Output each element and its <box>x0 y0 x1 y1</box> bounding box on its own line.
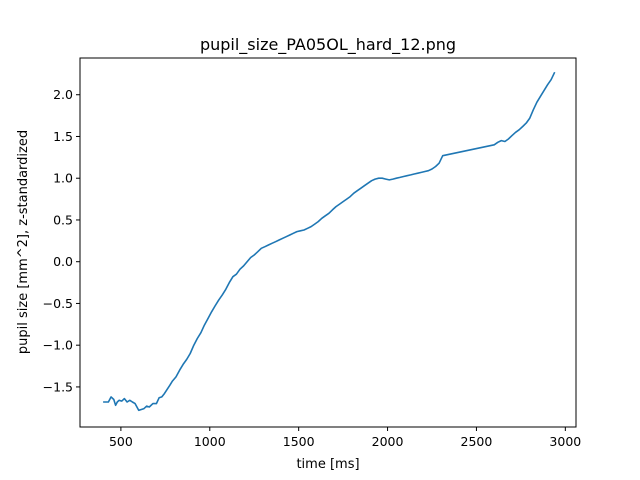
y-tick-label: 0.5 <box>53 212 73 227</box>
x-tick-label: 500 <box>109 434 133 449</box>
y-tick-label: 0.0 <box>53 254 73 269</box>
x-tick-label: 1500 <box>283 434 315 449</box>
y-tick-label: −1.5 <box>43 379 73 394</box>
x-tick-label: 2000 <box>372 434 404 449</box>
x-axis-label: time [ms] <box>296 457 359 472</box>
x-tick-label: 1000 <box>194 434 226 449</box>
plot-frame <box>79 57 577 428</box>
y-axis-label: pupil size [mm^2], z-standardized <box>16 130 31 354</box>
x-tick-label: 3000 <box>549 434 581 449</box>
y-tick-label: 1.0 <box>53 171 73 186</box>
chart-title: pupil_size_PA05OL_hard_12.png <box>200 35 456 55</box>
plot-area <box>80 58 576 427</box>
y-tick-label: 1.5 <box>53 129 73 144</box>
y-tick-label: −1.0 <box>43 338 73 353</box>
y-tick-label: 2.0 <box>53 87 73 102</box>
series-line-0 <box>103 71 556 412</box>
y-tick-label: −0.5 <box>43 296 73 311</box>
x-tick-label: 2500 <box>461 434 493 449</box>
